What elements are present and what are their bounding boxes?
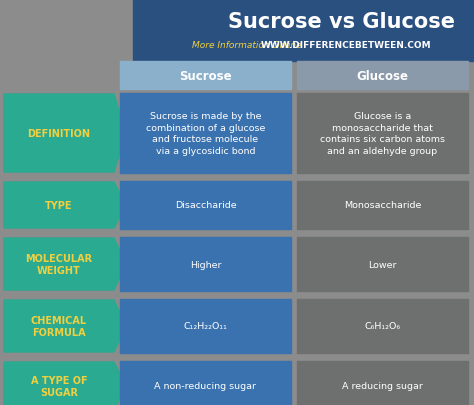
Text: A TYPE OF
SUGAR: A TYPE OF SUGAR xyxy=(31,375,87,397)
Text: DEFINITION: DEFINITION xyxy=(27,129,91,139)
FancyBboxPatch shape xyxy=(297,94,468,174)
Text: Monosaccharide: Monosaccharide xyxy=(344,201,421,210)
FancyBboxPatch shape xyxy=(297,62,468,90)
Text: MOLECULAR
WEIGHT: MOLECULAR WEIGHT xyxy=(26,254,92,275)
Polygon shape xyxy=(4,95,126,173)
FancyBboxPatch shape xyxy=(120,94,291,174)
Polygon shape xyxy=(4,362,126,405)
Text: WWW.DIFFERENCEBETWEEN.COM: WWW.DIFFERENCEBETWEEN.COM xyxy=(261,41,431,50)
FancyBboxPatch shape xyxy=(297,181,468,230)
Text: A non-reducing sugar: A non-reducing sugar xyxy=(155,382,256,390)
Polygon shape xyxy=(4,183,126,228)
Text: A reducing sugar: A reducing sugar xyxy=(342,382,423,390)
FancyBboxPatch shape xyxy=(120,237,291,291)
FancyBboxPatch shape xyxy=(120,299,291,353)
Text: C₁₂H₂₂O₁₁: C₁₂H₂₂O₁₁ xyxy=(183,322,228,331)
Text: Sucrose vs Glucose: Sucrose vs Glucose xyxy=(228,12,455,32)
FancyBboxPatch shape xyxy=(297,299,468,353)
Text: More Information Online: More Information Online xyxy=(191,41,301,50)
Polygon shape xyxy=(4,300,126,352)
Text: Glucose: Glucose xyxy=(356,69,409,82)
FancyBboxPatch shape xyxy=(120,181,291,230)
FancyBboxPatch shape xyxy=(120,62,291,90)
Text: Lower: Lower xyxy=(368,260,397,269)
FancyBboxPatch shape xyxy=(297,237,468,291)
Polygon shape xyxy=(4,239,126,290)
Text: TYPE: TYPE xyxy=(45,200,73,211)
FancyBboxPatch shape xyxy=(133,0,474,62)
FancyBboxPatch shape xyxy=(297,361,468,405)
Text: Higher: Higher xyxy=(190,260,221,269)
Text: Sucrose is made by the
combination of a glucose
and fructose molecule
via a glyc: Sucrose is made by the combination of a … xyxy=(146,111,265,156)
Text: Disaccharide: Disaccharide xyxy=(175,201,237,210)
FancyBboxPatch shape xyxy=(120,361,291,405)
Text: Sucrose: Sucrose xyxy=(179,69,232,82)
Text: Glucose is a
monosaccharide that
contains six carbon atoms
and an aldehyde group: Glucose is a monosaccharide that contain… xyxy=(320,111,445,156)
Text: CHEMICAL
FORMULA: CHEMICAL FORMULA xyxy=(31,315,87,337)
Text: C₆H₁₂O₆: C₆H₁₂O₆ xyxy=(365,322,401,331)
